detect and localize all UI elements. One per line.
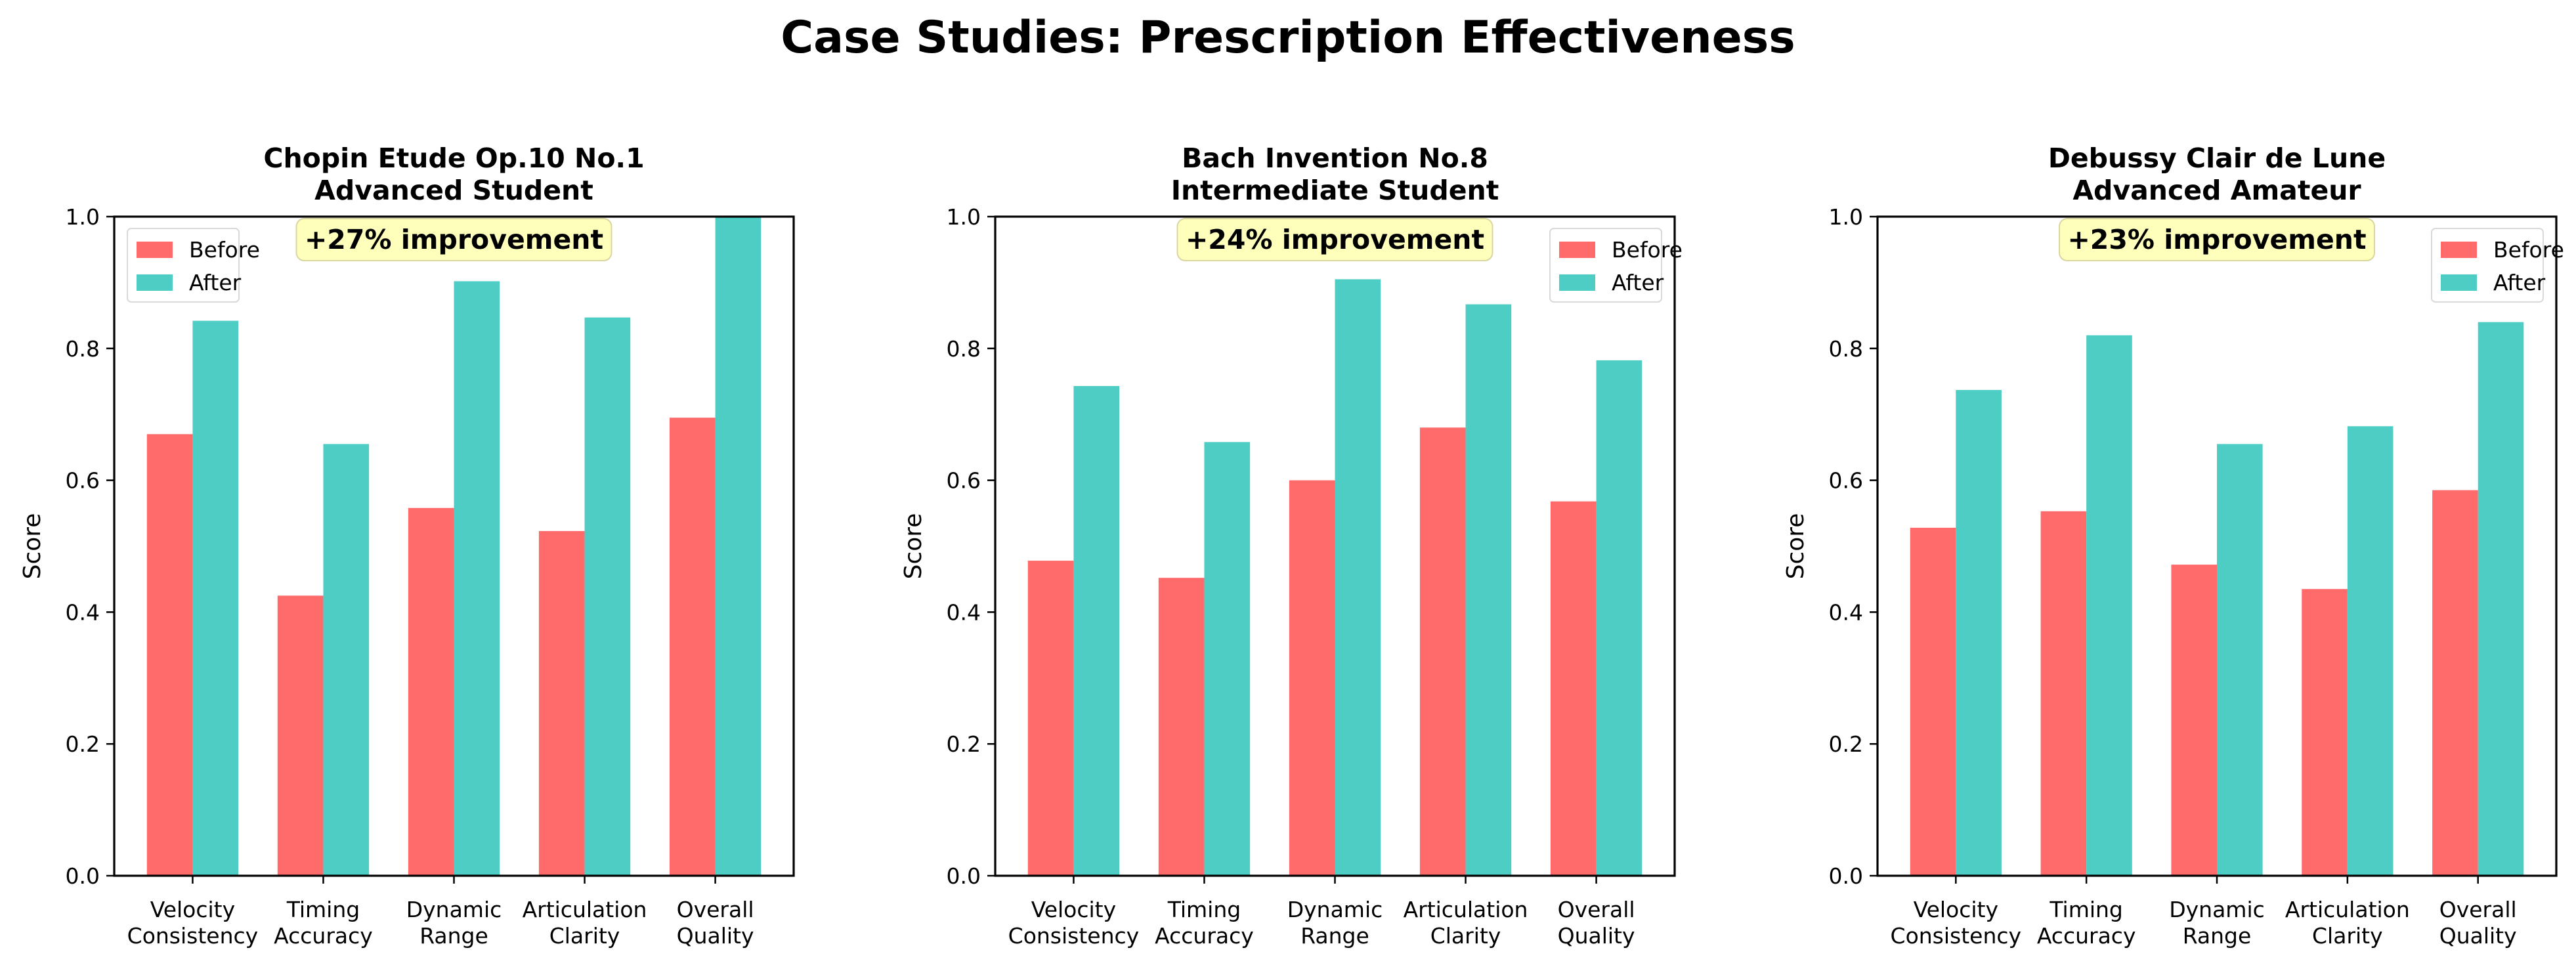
y-tick-label: 0.4 [1829,599,1863,625]
y-tick-label: 0.4 [947,599,981,625]
legend-label-before: Before [1612,237,1683,263]
bar-after-3 [1335,279,1381,876]
bar-before-5 [2432,490,2478,876]
bar-after-4 [584,317,631,876]
y-tick-label: 0.8 [947,336,981,362]
bar-before-3 [2171,565,2217,876]
bar-before-1 [146,434,193,876]
bar-after-5 [715,217,762,876]
chart-panel-2: 0.0 0.2 0.4 0.6 0.8 1.0 Velocity Consistency Tim… [900,142,1683,949]
x-tick-label: Timing Accuracy [2037,897,2136,949]
chart-title: Chopin Etude Op.10 No.1 Advanced Student [263,142,644,206]
bar-before-2 [1158,578,1205,876]
bar-before-5 [669,418,716,876]
bar-before-4 [2302,589,2348,876]
legend: Before After [2431,228,2564,303]
bar-before-4 [538,530,585,876]
bar-after-5 [1596,360,1642,876]
improvement-annotation-box [1176,218,1493,261]
bar-after-2 [323,444,370,876]
x-tick-label: Dynamic Range [2169,897,2265,949]
legend-label-after: After [189,270,242,295]
bar-after-4 [2347,426,2394,876]
x-tick-label: Dynamic Range [1287,897,1383,949]
bar-after-1 [1956,390,2002,876]
chart-panels: 0.0 0.2 0.4 0.6 0.8 1.0 Velocity Consistency Tim… [19,142,2564,949]
legend: Before After [127,228,260,303]
bar-after-2 [2086,335,2132,876]
legend-label-after: After [2493,270,2546,295]
bar-after-1 [192,320,239,876]
bar-before-3 [408,507,454,876]
legend-label-before: Before [2493,237,2564,263]
y-tick-label: 0.2 [1829,731,1863,757]
bar-before-3 [1289,480,1335,876]
x-tick-label: Articulation Clarity [523,897,647,949]
y-tick-label: 1.0 [66,204,100,230]
x-tick-label: Overall Quality [2439,897,2517,949]
improvement-annotation: +27% improvement [295,218,612,261]
y-tick-label: 0.4 [66,599,100,625]
y-tick-label: 0.8 [1829,336,1863,362]
improvement-annotation-text: +24% improvement [1186,224,1484,255]
y-tick-label: 0.8 [66,336,100,362]
improvement-annotation-box [295,218,612,261]
y-axis-label: Score [1782,513,1809,580]
improvement-annotation: +23% improvement [2059,218,2375,261]
x-tick-label: Dynamic Range [406,897,502,949]
bar-before-1 [1910,527,1956,876]
x-tick-label: Timing Accuracy [274,897,373,949]
x-tick-label: Velocity Consistency [1891,897,2022,949]
legend-swatch-after [1559,274,1595,291]
chart-panel-3: 0.0 0.2 0.4 0.6 0.8 1.0 Velocity Consistency Tim… [1782,142,2564,949]
y-tick-label: 0.0 [66,863,100,889]
legend-label-before: Before [189,237,260,263]
bar-after-4 [1465,304,1512,876]
bar-after-5 [2478,322,2524,876]
chart-title: Debussy Clair de Lune Advanced Amateur [2048,142,2386,206]
improvement-annotation-box [2059,218,2375,261]
bar-before-2 [277,595,324,876]
legend-swatch-after [2441,274,2477,291]
x-tick-label: Velocity Consistency [127,897,259,949]
bar-before-4 [1419,427,1466,876]
bar-before-2 [2040,511,2087,876]
x-tick-label: Articulation Clarity [2285,897,2410,949]
chart-title: Bach Invention No.8 Intermediate Student [1171,142,1499,206]
y-tick-label: 0.2 [66,731,100,757]
x-tick-label: Overall Quality [1558,897,1635,949]
legend: Before After [1549,228,1683,303]
y-tick-label: 0.6 [66,468,100,494]
chart-panel-1: 0.0 0.2 0.4 0.6 0.8 1.0 Velocity Consistency Tim… [19,142,795,949]
legend-swatch-after [137,274,173,291]
bar-after-1 [1073,386,1120,876]
y-axis-label: Score [19,513,46,580]
improvement-annotation: +24% improvement [1176,218,1493,261]
y-axis-label: Score [900,513,927,580]
y-tick-label: 1.0 [947,204,981,230]
bar-after-3 [454,281,500,876]
legend-swatch-before [1559,242,1595,258]
x-tick-label: Timing Accuracy [1155,897,1254,949]
x-tick-label: Velocity Consistency [1008,897,1140,949]
legend-label-after: After [1612,270,1664,295]
legend-swatch-before [2441,242,2477,258]
legend-swatch-before [137,242,173,258]
y-tick-label: 0.6 [947,468,981,494]
bar-after-3 [2217,444,2263,876]
bar-before-1 [1027,561,1074,876]
x-tick-label: Overall Quality [677,897,754,949]
improvement-annotation-text: +23% improvement [2067,224,2366,255]
y-tick-label: 0.0 [1829,863,1863,889]
bar-after-2 [1204,442,1251,876]
y-tick-label: 0.2 [947,731,981,757]
x-tick-label: Articulation Clarity [1404,897,1528,949]
figure-suptitle: Case Studies: Prescription Effectiveness [781,12,1795,64]
improvement-annotation-text: +27% improvement [305,224,603,255]
y-tick-label: 0.0 [947,863,981,889]
y-tick-label: 1.0 [1829,204,1863,230]
y-tick-label: 0.6 [1829,468,1863,494]
bar-before-5 [1550,501,1597,876]
